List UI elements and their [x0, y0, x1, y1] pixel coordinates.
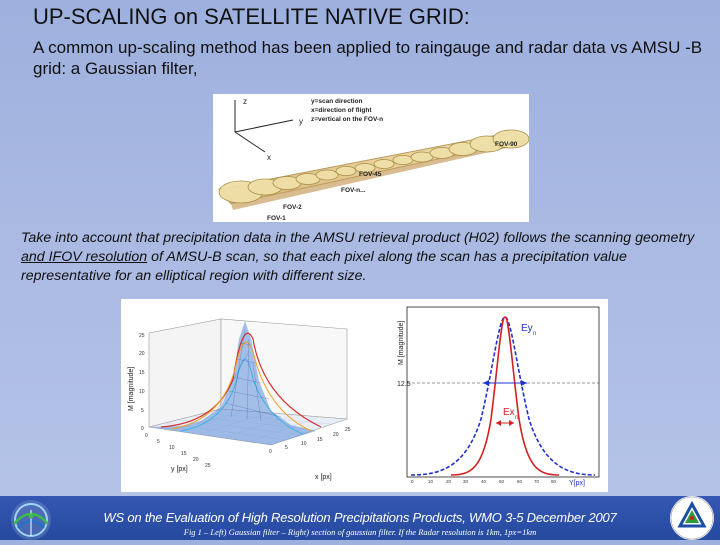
surface-ylabel: y [px] [171, 466, 188, 473]
surface-xtick: 15 [317, 437, 323, 443]
surface-ytick: 15 [181, 451, 187, 457]
fov-axis-z: z [243, 97, 247, 106]
surface-ztick: 20 [139, 351, 145, 357]
protezione-civile-logo [664, 492, 720, 540]
fov-label-90: FOV-90 [495, 141, 518, 148]
section-ey-label: Ey [521, 323, 533, 334]
section-plot: Ey n Ex n 12.5 M [magnitude] 0 10 20 30 … [397, 306, 600, 487]
surface-ztick: 25 [139, 333, 145, 339]
section-xtick: 80 [551, 479, 557, 484]
slide-subtitle: A common up-scaling method has been appl… [33, 38, 703, 78]
surface-ztick: 0 [141, 426, 144, 432]
fov-label-2: FOV-2 [283, 204, 302, 211]
surface-xtick: 20 [333, 432, 339, 438]
slide-title: UP-SCALING on SATELLITE NATIVE GRID: [33, 4, 470, 29]
fov-label-45: FOV-45 [359, 171, 382, 178]
gaussian-filter-figure: 25 20 15 10 5 0 0 5 10 15 20 25 0 5 10 1… [121, 299, 608, 492]
footer-bar: WS on the Evaluation of High Resolution … [0, 496, 720, 540]
section-xtick: 30 [463, 479, 469, 484]
section-level-label: 12.5 [397, 381, 411, 388]
footer-text: WS on the Evaluation of High Resolution … [103, 510, 617, 525]
surface-xlabel: x [px] [315, 474, 332, 481]
surface-zlabel: M [magnitude] [128, 367, 135, 411]
fov-legend-3: z=vertical on the FOV-n [311, 116, 383, 123]
section-xtick: 40 [481, 479, 487, 484]
section-ylabel: M [magnitude] [398, 321, 405, 365]
surface-ztick: 5 [141, 408, 144, 414]
fov-label-n: FOV-n... [341, 187, 366, 194]
surface-ytick: 10 [169, 445, 175, 451]
paragraph-part-1: Take into account that precipitation dat… [21, 230, 695, 246]
surface-ztick: 10 [139, 389, 145, 395]
fov-axis-y: y [299, 117, 303, 126]
paragraph-underlined: and IFOV resolution [21, 249, 148, 265]
section-ex-label: Ex [503, 407, 515, 418]
h-saf-logo [2, 496, 60, 540]
section-xtick: 60 [517, 479, 523, 484]
fov-legend-1: y=scan direction [311, 98, 363, 105]
fov-legend-2: x=direction of flight [311, 107, 372, 114]
surface-xtick: 0 [269, 449, 272, 455]
fov-geometry-figure: z y x y=scan direction x=direction of fl… [213, 94, 529, 222]
surface-ytick: 0 [145, 433, 148, 439]
figure-caption: Fig 1 – Left) Gaussian filter – Right) s… [183, 527, 537, 537]
body-paragraph: Take into account that precipitation dat… [21, 229, 711, 286]
section-xtick: 70 [534, 479, 540, 484]
section-ey-sub: n [533, 331, 536, 337]
section-xlabel: Y[px] [569, 480, 585, 487]
section-xtick: 20 [446, 479, 452, 484]
fov-axis-x: x [267, 153, 271, 162]
section-xtick: 10 [428, 479, 434, 484]
surface-ytick: 5 [157, 439, 160, 445]
surface-plot: 25 20 15 10 5 0 0 5 10 15 20 25 0 5 10 1… [128, 318, 351, 481]
section-xtick: 50 [499, 479, 505, 484]
section-ex-sub: n [515, 415, 518, 421]
surface-xtick: 10 [301, 441, 307, 447]
surface-ytick: 20 [193, 457, 199, 463]
section-xtick: 0 [411, 479, 414, 484]
surface-xtick: 25 [345, 427, 351, 433]
fov-label-1: FOV-1 [267, 215, 286, 222]
paragraph-part-2: of AMSU-B scan, so that each pixel along… [21, 249, 627, 284]
surface-ztick: 15 [139, 370, 145, 376]
surface-xtick: 5 [285, 445, 288, 451]
surface-ytick: 25 [205, 463, 211, 469]
